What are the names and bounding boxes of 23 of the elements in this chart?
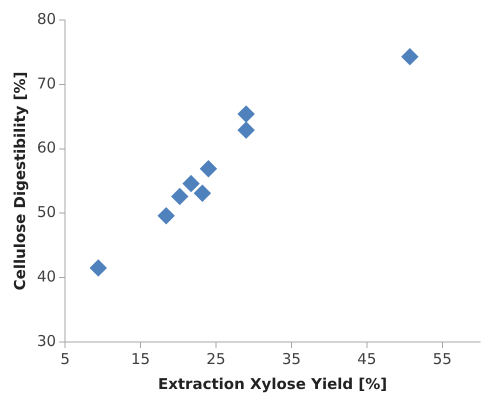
x-tick-label: 55 <box>432 350 452 368</box>
x-axis-title: Extraction Xylose Yield [%] <box>158 374 388 393</box>
x-tick-label: 15 <box>130 350 150 368</box>
point <box>194 184 211 202</box>
point <box>238 106 255 123</box>
y-tick-label: 80 <box>36 10 56 28</box>
x-tick-label: 25 <box>206 350 226 368</box>
point <box>401 48 418 66</box>
x-tick-label: 5 <box>60 350 70 368</box>
y-axis-title: Cellulose Digestibility [%] <box>10 72 29 290</box>
x-tick-label: 45 <box>357 350 376 368</box>
point <box>90 259 107 276</box>
point <box>200 160 217 178</box>
point <box>158 207 175 224</box>
y-tick-label: 60 <box>36 138 56 157</box>
y-tick-label: 30 <box>36 332 56 350</box>
point <box>238 122 255 139</box>
y-tick-label: 50 <box>36 203 56 222</box>
y-tick-label: 70 <box>36 74 56 92</box>
y-tick-label: 40 <box>36 267 56 286</box>
point <box>182 175 200 192</box>
point <box>171 188 188 205</box>
x-tick-label: 35 <box>282 350 301 368</box>
